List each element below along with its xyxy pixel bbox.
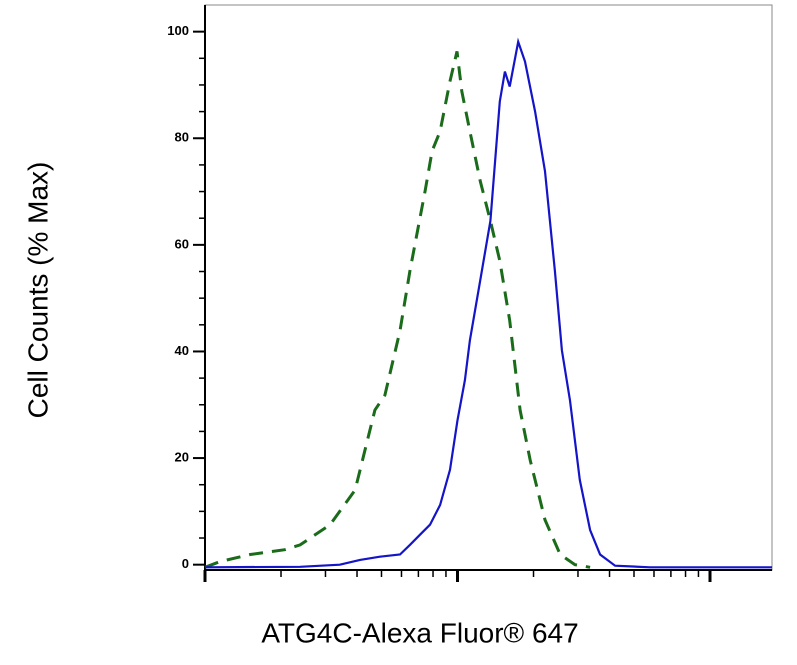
x-axis-label: ATG4C-Alexa Fluor® 647 xyxy=(261,617,578,648)
y-tick-label: 0 xyxy=(182,556,189,571)
y-tick-label: 60 xyxy=(175,236,189,251)
histogram-line xyxy=(204,51,591,569)
y-tick-label: 100 xyxy=(167,23,189,38)
plot-frame xyxy=(204,4,773,571)
histogram-line xyxy=(204,37,772,569)
y-tick-label: 80 xyxy=(175,130,189,145)
y-axis-label: Cell Counts (% Max) xyxy=(22,162,53,419)
y-tick-label: 40 xyxy=(175,343,189,358)
y-tick-label: 20 xyxy=(175,450,189,465)
